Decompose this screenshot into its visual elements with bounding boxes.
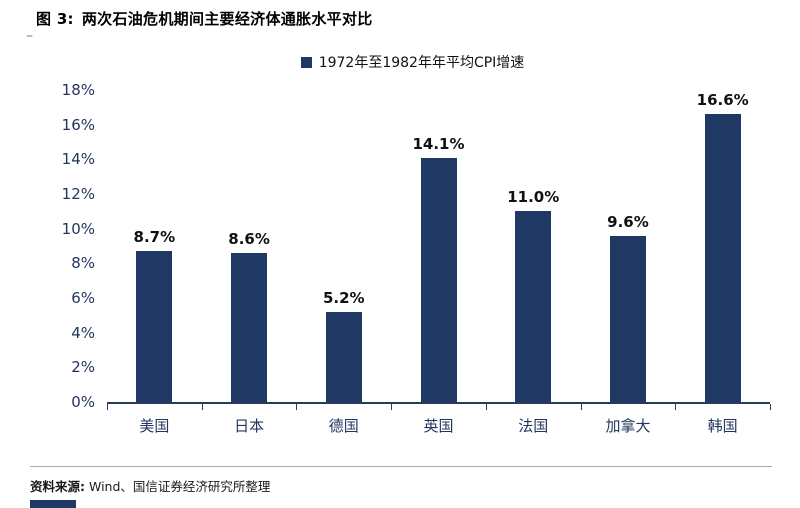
x-category-label: 美国	[139, 417, 170, 435]
x-category-label: 日本	[234, 417, 265, 435]
x-tick-mark	[485, 404, 487, 410]
x-tick-mark	[580, 404, 582, 410]
chart-legend: 1972年至1982年年平均CPI增速	[55, 52, 770, 72]
x-tick-mark	[770, 404, 771, 410]
x-tick-mark	[675, 404, 677, 410]
y-tick-label: 12%	[61, 185, 95, 203]
bar-slot: 8.7%	[107, 90, 202, 402]
y-axis: 0% 2% 4% 6% 8% 10% 12% 14% 16% 18%	[55, 81, 107, 411]
bar-value-label: 5.2%	[322, 288, 365, 307]
bar-slot: 11.0%	[486, 90, 581, 402]
x-category-label: 德国	[328, 417, 359, 435]
corner-dash: –	[26, 28, 33, 44]
x-tick-mark	[201, 404, 203, 410]
y-tick-label: 18%	[61, 81, 95, 99]
x-tick-mark	[296, 404, 298, 410]
y-tick-label: 10%	[61, 219, 95, 238]
x-category-label: 法国	[518, 417, 549, 435]
bar-slot: 16.6%	[675, 90, 770, 402]
y-tick-label: 8%	[71, 254, 95, 273]
bar-value-label: 16.6%	[696, 91, 749, 110]
plot-area: 8.7% 8.6% 5.2% 14.1% 11.0% 9.6% 16.6%	[107, 90, 770, 404]
legend-swatch	[300, 56, 312, 68]
x-category-label: 韩国	[707, 417, 738, 435]
bar-value-label: 9.6%	[607, 212, 649, 231]
bar	[704, 114, 741, 402]
x-category-label: 英国	[423, 417, 454, 435]
y-tick-label: 4%	[71, 323, 95, 342]
y-tick-label: 14%	[61, 150, 95, 169]
bar-slot: 9.6%	[581, 90, 676, 402]
y-tick-label: 6%	[71, 289, 95, 307]
bar-value-label: 8.7%	[133, 228, 176, 247]
x-axis-labels: 美国 日本 德国 英国 法国 加拿大 韩国	[107, 415, 770, 436]
y-tick-label: 2%	[71, 358, 95, 377]
bar-value-label: 11.0%	[507, 188, 560, 207]
x-tick-mark	[391, 404, 393, 410]
bar-slot: 8.6%	[202, 90, 297, 402]
legend-label: 1972年至1982年年平均CPI增速	[318, 55, 525, 71]
bar-slot: 14.1%	[391, 90, 486, 402]
source-text: Wind、国信证券经济研究所整理	[89, 479, 271, 494]
figure-title-row: 图 3: 两次石油危机期间主要经济体通胀水平对比	[36, 8, 373, 29]
source-label: 资料来源:	[30, 479, 85, 494]
source-row: 资料来源: Wind、国信证券经济研究所整理	[30, 466, 772, 495]
plot-wrap: 8.7% 8.6% 5.2% 14.1% 11.0% 9.6% 16.6% 美国 日本 德国 英国…	[107, 90, 771, 436]
bar	[136, 251, 173, 402]
y-tick-label: 16%	[61, 115, 95, 134]
chart-body: 0% 2% 4% 6% 8% 10% 12% 14% 16% 18% 8.7% 8.6% 5.2% 14…	[55, 81, 771, 436]
bar-chart: 1972年至1982年年平均CPI增速 0% 2% 4% 6% 8% 10% 12% 14% 1…	[55, 52, 771, 436]
bar	[325, 311, 362, 402]
bar-value-label: 14.1%	[412, 134, 465, 153]
bar-value-label: 8.6%	[228, 229, 270, 248]
bar	[231, 252, 268, 402]
y-tick-label: 0%	[71, 393, 95, 411]
x-tick-mark	[107, 404, 108, 410]
x-axis-ticks	[107, 404, 771, 410]
bar	[420, 157, 457, 402]
bar	[515, 211, 552, 402]
bar-slot: 5.2%	[296, 90, 391, 402]
figure-number-label: 图 3:	[36, 10, 74, 28]
x-category-label: 加拿大	[605, 417, 651, 435]
bar	[609, 235, 646, 402]
footer-accent-block	[30, 500, 76, 508]
figure-title: 两次石油危机期间主要经济体通胀水平对比	[81, 10, 373, 28]
